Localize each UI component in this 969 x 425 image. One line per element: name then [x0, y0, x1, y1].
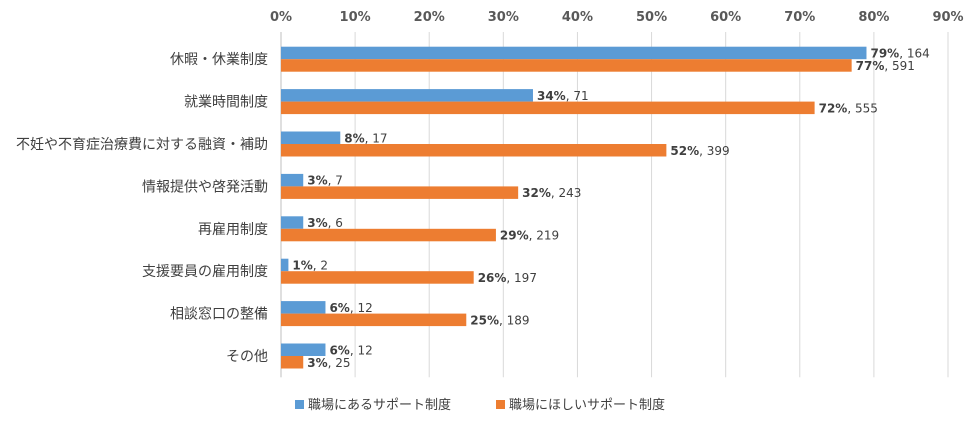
data-label-count: , 6: [328, 216, 343, 230]
x-tick-label: 90%: [932, 10, 963, 25]
data-label: 29%, 219: [500, 229, 559, 243]
data-label: 32%, 243: [522, 186, 581, 200]
data-label: 72%, 555: [819, 101, 878, 115]
data-label-count: , 555: [847, 101, 878, 115]
data-label-percent: 3%: [307, 174, 327, 188]
data-label-percent: 6%: [329, 343, 349, 357]
x-tick-label: 30%: [488, 10, 519, 25]
data-label-percent: 26%: [478, 271, 507, 285]
data-label: 79%, 164: [870, 46, 929, 60]
data-label-count: , 164: [899, 46, 930, 60]
data-label-count: , 2: [313, 258, 328, 272]
data-label: 8%, 17: [344, 131, 387, 145]
category-label: 休暇・休業制度: [170, 52, 268, 68]
data-label-count: , 12: [350, 301, 373, 315]
data-label-count: , 243: [551, 186, 582, 200]
bar-current-support: [281, 343, 326, 356]
data-label-count: , 71: [566, 89, 589, 103]
data-label-percent: 29%: [500, 229, 529, 243]
bar-current-support: [281, 258, 289, 272]
bar-current-support: [281, 301, 326, 314]
bar-current-support: [281, 173, 304, 187]
data-label: 77%, 591: [856, 59, 915, 73]
bar-current-support: [281, 46, 867, 60]
bar-desired-support: [281, 271, 474, 284]
x-tick-label: 80%: [858, 10, 889, 25]
data-label: 3%, 6: [307, 216, 343, 230]
bar-desired-support: [281, 101, 815, 115]
data-label-count: , 591: [884, 59, 915, 73]
legend-swatch-desired: [496, 400, 505, 409]
data-label-percent: 52%: [670, 144, 699, 158]
category-label: 再雇用制度: [198, 221, 268, 238]
category-label: 支援要員の雇用制度: [142, 263, 268, 280]
data-label: 6%, 12: [329, 301, 372, 315]
data-label-count: , 189: [499, 313, 530, 327]
data-label: 52%, 399: [670, 144, 729, 158]
category-label: その他: [226, 349, 268, 365]
bar-current-support: [281, 216, 304, 229]
bar-desired-support: [281, 59, 852, 72]
x-tick-label: 20%: [414, 10, 445, 25]
category-label: 就業時間制度: [184, 95, 268, 111]
x-tick-label: 0%: [270, 10, 292, 25]
data-label-percent: 25%: [470, 313, 499, 327]
category-label: 不妊や不育症治療費に対する融資・補助: [16, 136, 268, 153]
data-label: 3%, 7: [307, 174, 343, 188]
data-label-percent: 8%: [344, 131, 364, 145]
bar-desired-support: [281, 186, 519, 199]
bar-desired-support: [281, 356, 304, 369]
data-label-count: , 12: [350, 343, 373, 357]
x-tick-label: 50%: [636, 10, 667, 25]
data-label-percent: 79%: [870, 46, 899, 60]
data-label-count: , 7: [328, 174, 343, 188]
data-label-count: , 17: [365, 131, 388, 145]
data-label-percent: 3%: [307, 356, 327, 370]
data-label-percent: 77%: [856, 59, 885, 73]
bar-desired-support: [281, 228, 496, 242]
bar-current-support: [281, 131, 341, 144]
category-label: 情報提供や啓発活動: [142, 179, 268, 195]
x-tick-label: 10%: [340, 10, 371, 25]
data-label-percent: 72%: [819, 101, 848, 115]
category-label: 相談窓口の整備: [170, 306, 268, 323]
data-label: 26%, 197: [478, 271, 537, 285]
data-label-count: , 219: [529, 229, 560, 243]
data-label-count: , 399: [699, 144, 730, 158]
data-label-percent: 32%: [522, 186, 551, 200]
data-label-count: , 197: [506, 271, 537, 285]
data-label: 1%, 2: [292, 258, 328, 272]
x-tick-label: 40%: [562, 10, 593, 25]
x-tick-label: 60%: [710, 10, 741, 25]
data-label-percent: 1%: [292, 258, 312, 272]
x-tick-label: 70%: [784, 10, 815, 25]
data-label-percent: 6%: [329, 301, 349, 315]
data-label: 25%, 189: [470, 313, 529, 327]
legend-swatch-current: [295, 400, 304, 409]
legend-label: 職場にあるサポート制度: [308, 397, 451, 413]
data-label-count: , 25: [328, 356, 351, 370]
data-label: 3%, 25: [307, 356, 350, 370]
data-label-percent: 34%: [537, 89, 566, 103]
bar-desired-support: [281, 144, 667, 157]
bar-current-support: [281, 89, 533, 102]
legend-label: 職場にほしいサポート制度: [509, 397, 665, 413]
data-label-percent: 3%: [307, 216, 327, 230]
data-label: 6%, 12: [329, 343, 372, 357]
bar-desired-support: [281, 313, 467, 327]
data-label: 34%, 71: [537, 89, 589, 103]
